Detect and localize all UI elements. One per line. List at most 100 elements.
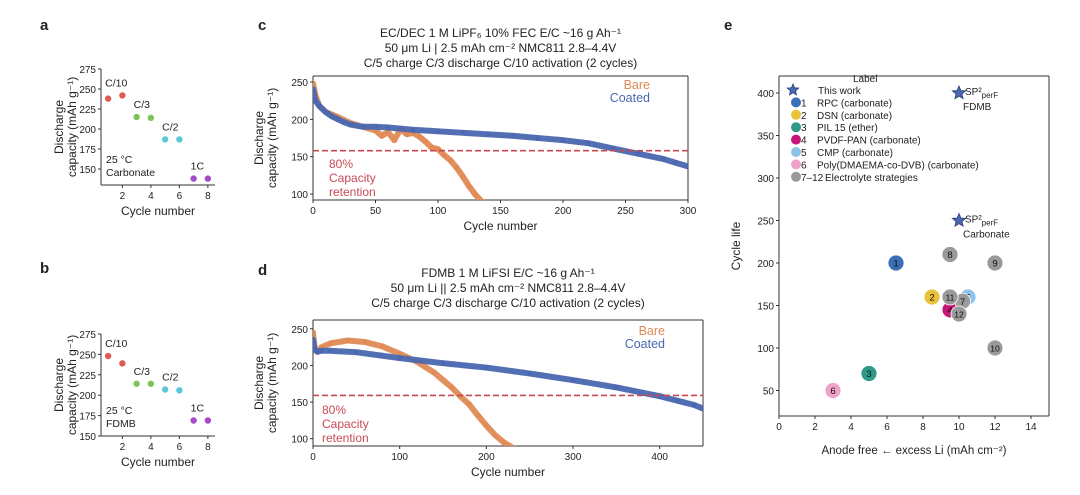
y-tick-label: 250 [291, 325, 308, 336]
data-point [190, 417, 197, 424]
x-tick-label: 8 [920, 422, 926, 433]
y-axis-label: Dischargecapacity (mAh g⁻¹) [252, 333, 279, 433]
legend-number: 4 [801, 136, 807, 147]
y-tick-label: 50 [763, 387, 775, 398]
retention-label-line3: retention [329, 185, 376, 199]
literature-point: 8 [941, 246, 959, 263]
x-tick-label: 50 [370, 206, 382, 217]
data-point [345, 338, 350, 343]
literature-point: 6 [824, 382, 842, 399]
rate-label: C/3 [134, 99, 151, 111]
point-marker [824, 382, 842, 399]
data-point [675, 398, 679, 403]
x-tick-label: 200 [478, 452, 495, 463]
data-point [190, 175, 197, 182]
y-tick-label: 150 [291, 398, 308, 409]
data-point [701, 406, 703, 411]
x-tick-label: 4 [148, 191, 154, 202]
legend-marker-icon [791, 147, 801, 157]
data-point [511, 133, 515, 138]
data-point [510, 445, 515, 446]
x-axis-label: Cycle number [471, 465, 545, 479]
y-tick-label: 225 [79, 105, 96, 116]
point-label: 7 [960, 297, 965, 308]
data-point [313, 81, 315, 86]
retention-label-line2: Capacity [322, 417, 369, 431]
data-point [686, 164, 688, 169]
data-point [411, 127, 415, 132]
data-point [386, 125, 390, 130]
data-point [176, 136, 183, 143]
legend-number: 3 [801, 123, 807, 134]
point-label: 11 [946, 293, 955, 303]
data-point [313, 87, 315, 92]
y-tick-label: 200 [79, 125, 96, 136]
point-label: 4 [947, 305, 952, 316]
x-tick-label: 100 [391, 452, 408, 463]
star-label: SP²perF [965, 87, 998, 100]
y-tick-label: 100 [291, 190, 308, 201]
data-point [319, 348, 324, 353]
chart-title-line2: 50 μm Li || 2.5 mAh cm⁻² NMC811 2.8–4.4V [391, 281, 626, 295]
data-point [467, 184, 472, 189]
y-tick-label: 100 [757, 344, 774, 355]
x-tick-label: 2 [120, 191, 126, 202]
data-point [315, 349, 320, 354]
point-marker [923, 288, 941, 306]
y-tick-label: 175 [79, 412, 96, 423]
data-point [436, 147, 440, 152]
panel-b: b 2 4 6 8 150 175 200 225 250 275 Cycle number Disch… [40, 260, 215, 469]
chart-title-line3: C/5 charge C/3 discharge C/10 activation… [371, 296, 644, 310]
data-point [133, 113, 140, 121]
literature-point: 1 [887, 254, 905, 272]
data-point [397, 356, 402, 361]
data-point [161, 386, 169, 393]
series-coated-line [313, 336, 703, 412]
data-point [147, 114, 155, 122]
rate-label: C/2 [162, 371, 179, 383]
y-tick-label: 200 [291, 115, 308, 126]
data-point [417, 134, 422, 139]
y-tick-label: 100 [291, 435, 308, 446]
point-label: 6 [830, 386, 835, 397]
data-point [313, 337, 315, 342]
data-point [536, 136, 540, 140]
x-tick-label: 8 [205, 442, 211, 453]
data-point [133, 380, 140, 387]
x-tick-label: 300 [565, 452, 582, 463]
data-point [204, 417, 212, 424]
legend-label: RPC (carbonate) [817, 98, 892, 109]
data-point [176, 387, 183, 394]
point-label: 1 [893, 259, 898, 270]
point-label: 2 [929, 293, 934, 304]
x-tick-label: 0 [310, 452, 316, 463]
data-point [204, 175, 212, 182]
plot-area [313, 329, 703, 446]
literature-point: 11 [941, 288, 959, 306]
rate-label: C/10 [105, 338, 127, 350]
x-tick-label: 10 [953, 422, 965, 433]
x-tick-label: 400 [651, 452, 668, 463]
data-point [380, 344, 385, 349]
data-point [614, 385, 619, 390]
legend-bare: Bare [639, 324, 665, 338]
electrolyte-note: FDMB [106, 418, 136, 430]
y-axis-label: Dischargecapacity (mAh g⁻¹) [252, 88, 279, 188]
x-tick-label: 4 [848, 422, 854, 433]
chart-title-line3: C/5 charge C/3 discharge C/10 activation… [364, 56, 637, 70]
x-tick-label: 0 [776, 422, 782, 433]
legend-label: DSN (carbonate) [817, 111, 892, 122]
legend-number: 7–12 [801, 173, 824, 184]
y-tick-label: 250 [757, 217, 774, 228]
legend-coated: Coated [625, 337, 665, 351]
point-label: 12 [954, 310, 964, 320]
data-point [432, 370, 437, 375]
x-tick-label: 100 [430, 206, 447, 217]
x-tick-label: 250 [617, 206, 634, 217]
data-point [379, 133, 384, 138]
plot-area [313, 80, 688, 200]
rate-label: C/3 [134, 366, 151, 378]
y-axis-label: Dischargecapacity (mAh g⁻¹) [52, 77, 79, 177]
data-point [475, 413, 480, 418]
data-point [363, 339, 367, 344]
